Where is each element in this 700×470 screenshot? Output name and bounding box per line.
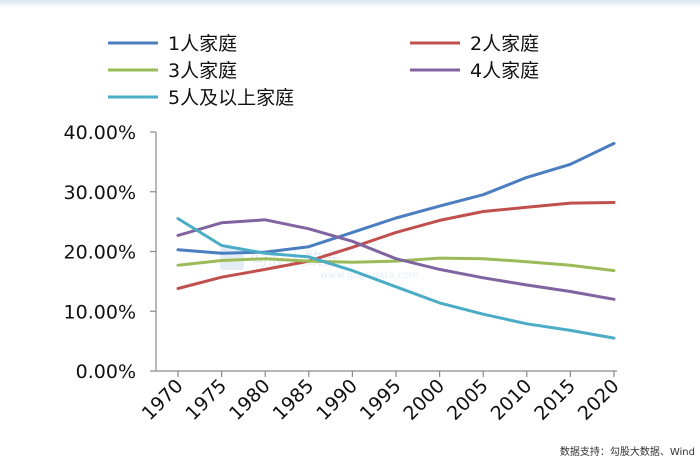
x-tick-label: 1995 [356,375,406,425]
legend-item-5: 5人及以上家庭 [108,87,294,109]
x-tick-label: 1980 [225,375,275,425]
y-axis: 0.00% 10.00% 20.00% 30.00% 40.00% [64,122,157,383]
series-line-2 [176,201,616,290]
legend-item-2: 2人家庭 [410,33,539,55]
legend-item-4: 4人家庭 [410,60,539,82]
y-tick-label: 30.00% [64,182,136,204]
y-tick-label: 0.00% [76,361,136,383]
legend-label: 5人及以上家庭 [168,87,294,109]
series-line-1 [176,141,616,255]
x-tick-label: 2005 [443,375,493,425]
x-tick-label: 1990 [312,375,362,425]
series-line-4 [176,218,616,301]
y-tick-label: 10.00% [64,301,136,323]
legend: 1人家庭 2人家庭 3人家庭 4人家庭 5人及以上家庭 [108,33,539,109]
y-tick-label: 20.00% [64,242,136,264]
legend-item-1: 1人家庭 [108,33,237,55]
x-tick-label: 1975 [181,375,231,425]
x-tick-label: 2015 [530,375,580,425]
legend-label: 2人家庭 [470,33,539,55]
legend-label: 3人家庭 [168,60,237,82]
top-banner [0,0,700,8]
series-line-3 [176,256,616,273]
source-note: 数据支持：勾股大数据、Wind [560,445,695,458]
x-tick-label: 1985 [269,375,319,425]
legend-label: 1人家庭 [168,33,237,55]
x-tick-label: 1970 [138,375,188,425]
x-axis: 1970197519801985199019952000200520102015… [138,370,624,425]
legend-label: 4人家庭 [470,60,539,82]
y-tick-label: 40.00% [64,122,136,144]
legend-item-3: 3人家庭 [108,60,237,82]
series-lines [176,141,616,340]
x-tick-label: 2000 [399,375,449,425]
x-tick-label: 2020 [574,375,624,425]
series-line-5 [176,217,616,340]
x-tick-label: 2010 [487,375,537,425]
